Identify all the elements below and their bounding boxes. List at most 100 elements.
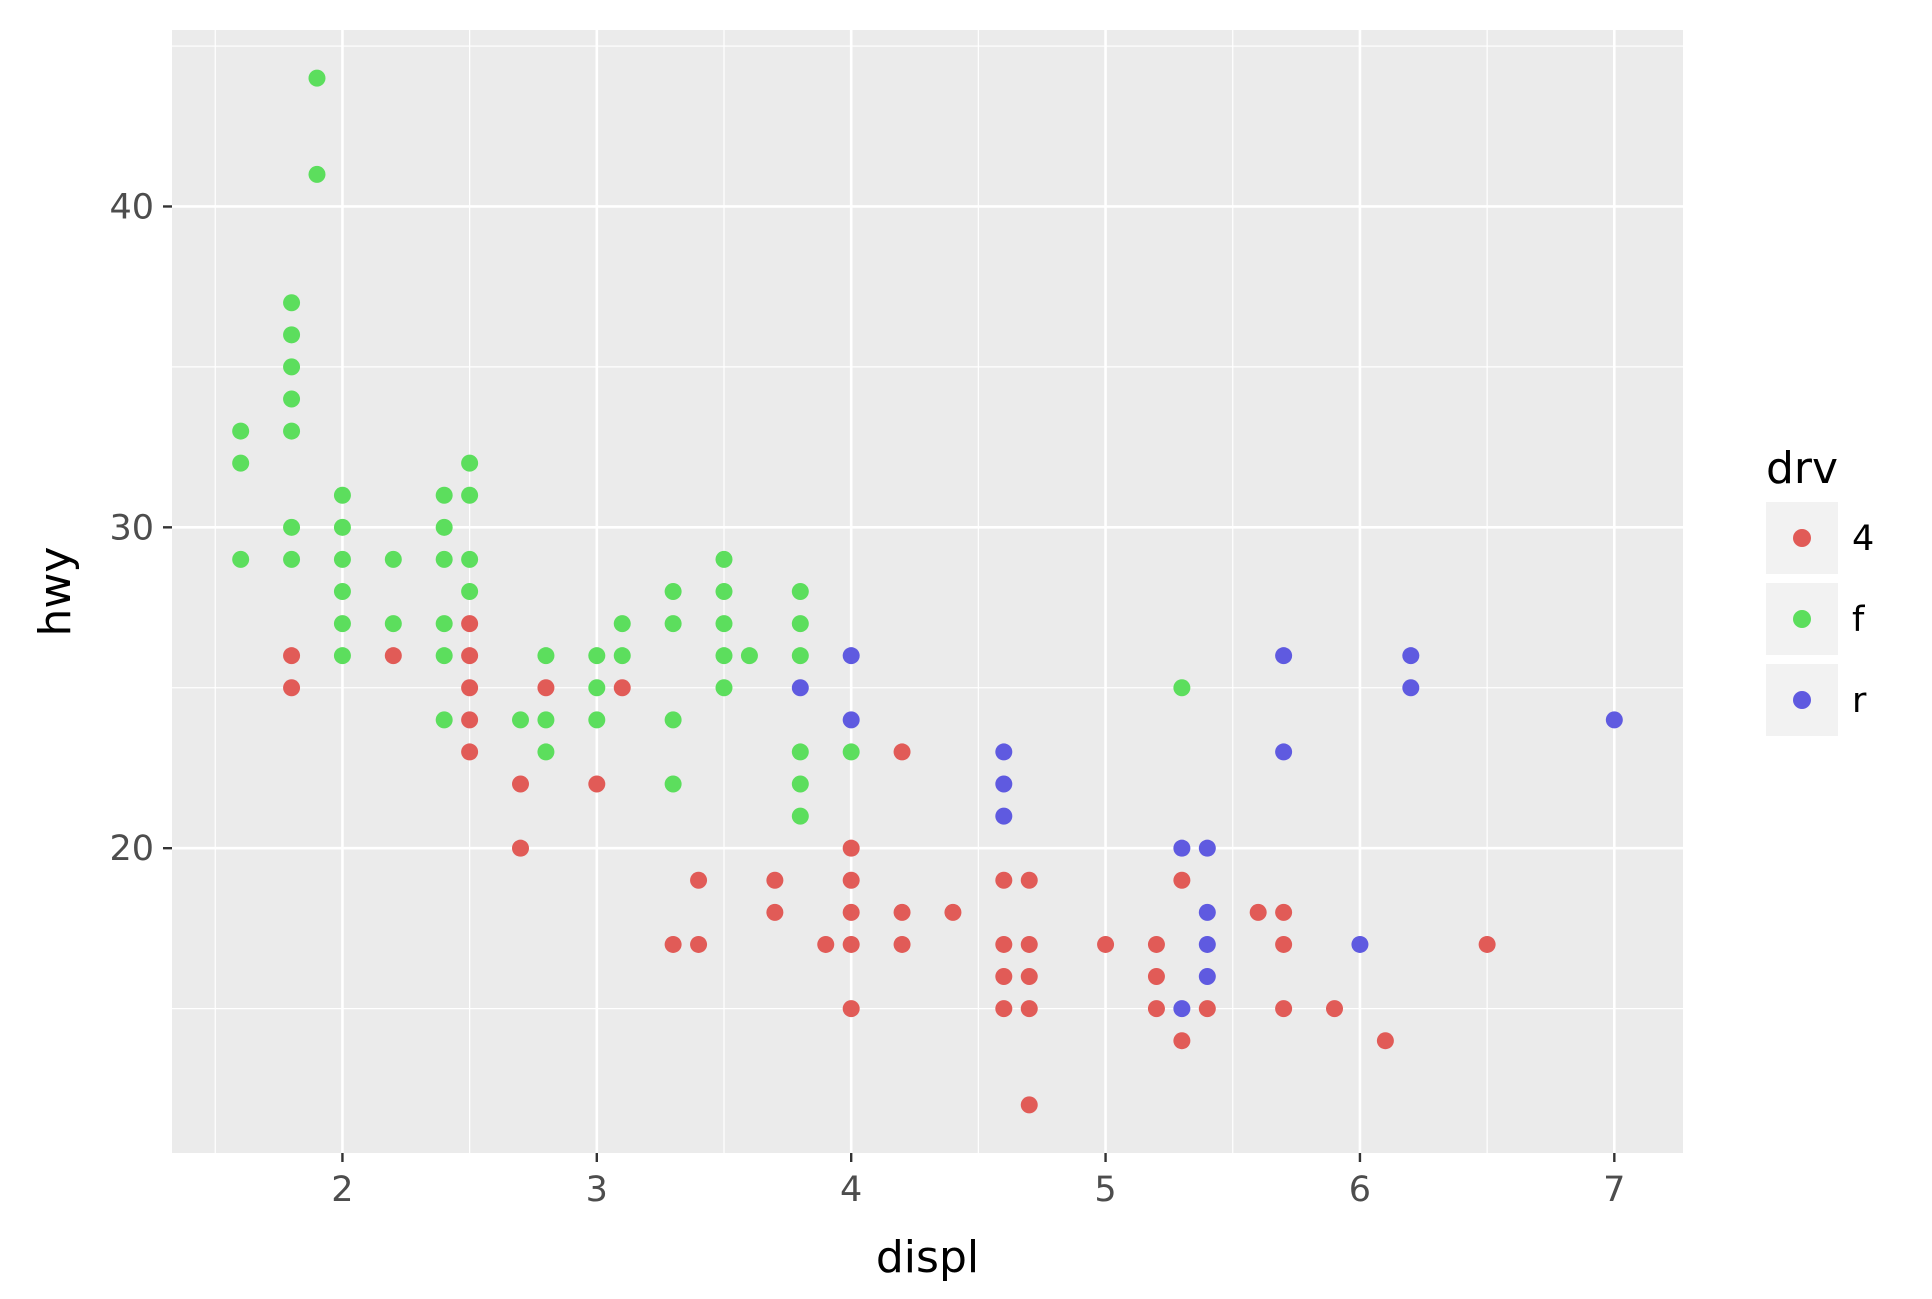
data-point-f	[461, 486, 479, 504]
data-point-4	[893, 743, 911, 761]
data-point-f	[537, 711, 555, 729]
data-point-r	[1198, 935, 1216, 953]
data-point-4	[537, 679, 555, 697]
data-point-4	[944, 903, 962, 921]
legend: drv 4 f r	[1766, 443, 1874, 736]
data-point-4	[893, 903, 911, 921]
data-point-4	[1198, 1000, 1216, 1018]
data-point-4	[1020, 935, 1038, 953]
data-point-f	[384, 615, 402, 633]
data-point-4	[1173, 871, 1191, 889]
data-point-4	[1020, 1096, 1038, 1114]
data-point-f	[740, 647, 758, 665]
data-point-4	[461, 711, 479, 729]
data-point-f	[791, 583, 809, 600]
data-point-r	[1173, 839, 1191, 857]
data-point-f	[232, 550, 250, 568]
data-point-4	[842, 871, 860, 889]
x-tick-label: 3	[586, 1170, 608, 1210]
data-point-f	[664, 615, 682, 633]
legend-label-r: r	[1852, 681, 1867, 721]
x-tick-label: 7	[1603, 1170, 1625, 1210]
data-point-r	[995, 775, 1013, 793]
data-point-4	[995, 968, 1013, 986]
data-point-f	[435, 550, 453, 568]
data-point-4	[1478, 935, 1496, 953]
data-point-4	[511, 775, 529, 793]
data-point-r	[1173, 1000, 1191, 1018]
data-point-f	[435, 615, 453, 633]
data-point-4	[1097, 935, 1115, 953]
data-point-4	[1147, 968, 1165, 986]
data-point-r	[995, 807, 1013, 825]
data-point-f	[715, 583, 733, 600]
data-point-4	[842, 903, 860, 921]
data-point-4	[1275, 1000, 1293, 1018]
y-axis: 20 30 40	[109, 187, 172, 869]
data-point-4	[1326, 1000, 1344, 1018]
data-point-f	[232, 454, 250, 472]
data-point-4	[690, 935, 708, 953]
data-point-f	[283, 294, 301, 312]
data-point-r	[842, 647, 860, 665]
x-tick-label: 6	[1349, 1170, 1371, 1210]
data-point-4	[1275, 903, 1293, 921]
data-point-4	[1376, 1032, 1394, 1050]
data-point-f	[283, 422, 301, 440]
legend-label-f: f	[1852, 600, 1865, 640]
legend-title: drv	[1766, 443, 1838, 494]
y-axis-title: hwy	[30, 547, 81, 637]
y-tick-label: 30	[109, 508, 154, 548]
y-tick-label: 40	[109, 187, 154, 227]
data-point-f	[791, 615, 809, 633]
data-point-f	[308, 69, 326, 87]
x-tick-label: 5	[1094, 1170, 1116, 1210]
data-point-f	[715, 615, 733, 633]
data-point-4	[1020, 968, 1038, 986]
data-point-r	[1198, 839, 1216, 857]
data-point-4	[461, 615, 479, 633]
data-point-4	[1020, 1000, 1038, 1018]
data-point-f	[588, 679, 606, 697]
data-point-4	[283, 647, 301, 665]
data-point-r	[1198, 903, 1216, 921]
data-point-f	[232, 422, 250, 440]
data-point-r	[1402, 679, 1420, 697]
y-tick-label: 20	[109, 829, 154, 869]
data-point-4	[995, 1000, 1013, 1018]
data-point-f	[333, 550, 351, 568]
data-point-f	[333, 583, 351, 600]
data-point-f	[333, 615, 351, 633]
x-axis: 2 3 4 5 6 7	[331, 1153, 1625, 1210]
data-point-f	[791, 743, 809, 761]
data-point-4	[817, 935, 835, 953]
data-point-f	[283, 550, 301, 568]
data-point-4	[1147, 1000, 1165, 1018]
data-point-f	[435, 486, 453, 504]
legend-key-4	[1793, 529, 1811, 547]
data-point-4	[690, 871, 708, 889]
data-point-4	[283, 679, 301, 697]
data-point-f	[664, 775, 682, 793]
data-point-f	[333, 486, 351, 504]
data-point-4	[461, 647, 479, 665]
data-point-f	[283, 518, 301, 536]
data-point-f	[461, 550, 479, 568]
data-point-f	[461, 454, 479, 472]
data-point-f	[308, 165, 326, 183]
data-point-4	[995, 935, 1013, 953]
x-axis-title: displ	[876, 1232, 979, 1283]
data-point-4	[995, 871, 1013, 889]
data-point-4	[613, 679, 631, 697]
data-point-f	[435, 518, 453, 536]
data-point-4	[842, 935, 860, 953]
data-point-f	[715, 550, 733, 568]
data-point-r	[1275, 743, 1293, 761]
data-point-f	[664, 711, 682, 729]
data-point-4	[511, 839, 529, 857]
data-point-f	[715, 647, 733, 665]
data-point-r	[842, 711, 860, 729]
data-point-f	[791, 647, 809, 665]
data-point-f	[461, 583, 479, 600]
